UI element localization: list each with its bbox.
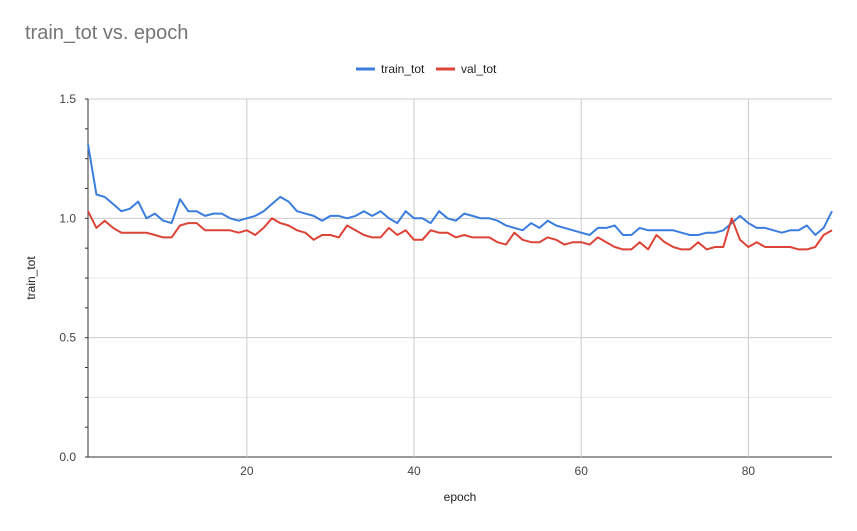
- y-tick-label: 1.5: [59, 92, 76, 106]
- y-tick-label: 0.5: [59, 331, 76, 345]
- y-tick-label: 0.0: [59, 450, 76, 464]
- series-line-train-tot: [87, 144, 833, 236]
- x-tick-label: 40: [407, 464, 421, 478]
- x-tick-label: 20: [240, 464, 254, 478]
- axis-layer: 0.0 0.5 1.0 1.5 20 40 60 80: [59, 92, 755, 478]
- legend: train_tot val_tot: [356, 62, 497, 76]
- grid-layer: [88, 98, 832, 458]
- legend-label-val-tot: val_tot: [461, 62, 497, 76]
- x-tick-label: 60: [575, 464, 589, 478]
- chart-title: train_tot vs. epoch: [25, 22, 189, 44]
- y-tick-label: 1.0: [59, 211, 76, 225]
- series-line-val-tot: [87, 210, 833, 251]
- series-layer: [87, 144, 833, 251]
- legend-label-train-tot: train_tot: [381, 62, 425, 76]
- x-tick-label: 80: [742, 464, 756, 478]
- y-axis-title: train_tot: [24, 256, 38, 300]
- x-axis-title: epoch: [444, 490, 477, 504]
